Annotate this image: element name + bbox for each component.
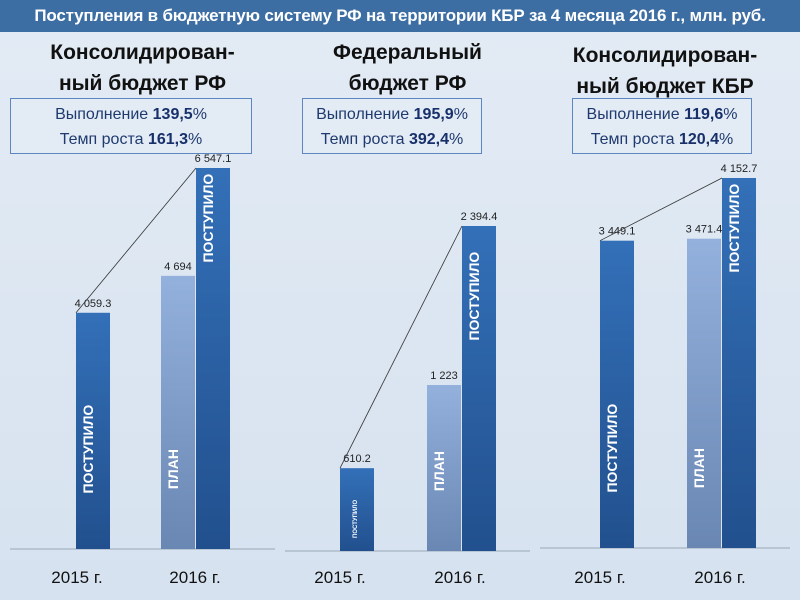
panel-title-consolidated-kbr: Консолидирован- ный бюджет КБР bbox=[540, 40, 790, 102]
title-line: ный бюджет РФ bbox=[58, 72, 227, 95]
stats-box-consolidated-kbr: Выполнение 119,6% Темп роста 120,4% bbox=[572, 98, 752, 154]
growth-line bbox=[599, 177, 723, 242]
execution-label: Выполнение bbox=[316, 106, 410, 123]
data-label: 4 152.7 bbox=[721, 163, 758, 175]
data-label: 3 471.4 bbox=[686, 224, 723, 236]
growth-label: Темп роста bbox=[59, 131, 144, 148]
title-line: ный бюджет КБР bbox=[576, 75, 754, 98]
execution-value: 139,5 bbox=[152, 106, 193, 123]
title-line: Консолидирован- bbox=[50, 41, 235, 64]
data-label: 2 394.4 bbox=[461, 211, 498, 223]
bar-series-label: ПОСТУПИЛО bbox=[80, 405, 96, 494]
bar-actual bbox=[462, 226, 496, 551]
bar-plan bbox=[161, 275, 195, 549]
percent-sign: % bbox=[723, 106, 738, 123]
panel-title-federal: Федеральный бюджет РФ bbox=[285, 37, 530, 99]
growth-value: 392,4 bbox=[408, 131, 449, 148]
bar-actual bbox=[196, 168, 230, 549]
execution-value: 119,6 bbox=[684, 106, 724, 123]
bar-actual bbox=[340, 468, 374, 551]
execution-label: Выполнение bbox=[55, 106, 149, 123]
bar-series-label: ПЛАН bbox=[431, 451, 447, 491]
data-label: 1 223 bbox=[430, 370, 458, 382]
percent-sign: % bbox=[449, 131, 464, 148]
growth-value: 161,3 bbox=[147, 131, 188, 148]
bar-series-label: ПЛАН bbox=[165, 449, 181, 489]
bar-series-label: ПОСТУПИЛО bbox=[726, 184, 742, 273]
execution-label: Выполнение bbox=[586, 106, 680, 123]
category-label: 2016 г. bbox=[694, 568, 745, 587]
title-line: бюджет РФ bbox=[348, 72, 467, 95]
bar-series-label: ПОСТУПИЛО bbox=[604, 404, 620, 493]
slide-title: Поступления в бюджетную систему РФ на те… bbox=[0, 0, 800, 32]
growth-label: Темп роста bbox=[590, 131, 675, 148]
growth-value: 120,4 bbox=[678, 131, 719, 148]
category-label: 2015 г. bbox=[574, 568, 625, 587]
category-label: 2015 г. bbox=[51, 568, 102, 587]
data-label: 4 694 bbox=[164, 261, 192, 273]
bar-actual bbox=[76, 312, 110, 549]
percent-sign: % bbox=[188, 131, 203, 148]
stats-box-consolidated-rf: Выполнение 139,5% Темп роста 161,3% bbox=[10, 98, 252, 154]
bar-series-label: ПОСТУПИЛО bbox=[353, 500, 359, 538]
bar-plan bbox=[427, 384, 461, 551]
percent-sign: % bbox=[453, 106, 468, 123]
data-label: 4 059.3 bbox=[75, 298, 112, 310]
data-label: 6 547.1 bbox=[195, 153, 232, 165]
category-label: 2016 г. bbox=[169, 568, 220, 587]
growth-line bbox=[339, 225, 463, 469]
percent-sign: % bbox=[192, 106, 207, 123]
bar-actual bbox=[722, 178, 756, 548]
percent-sign: % bbox=[719, 131, 734, 148]
bar-series-label: ПОСТУПИЛО bbox=[200, 174, 216, 263]
stats-box-federal: Выполнение 195,9% Темп роста 392,4% bbox=[302, 98, 482, 154]
growth-line bbox=[75, 167, 197, 314]
bar-series-label: ПОСТУПИЛО bbox=[466, 252, 482, 341]
category-label: 2016 г. bbox=[434, 568, 485, 587]
bar-actual bbox=[600, 240, 634, 548]
execution-value: 195,9 bbox=[413, 106, 454, 123]
title-line: Консолидирован- bbox=[572, 44, 758, 67]
title-line: Федеральный bbox=[333, 41, 482, 64]
data-label: 610.2 bbox=[343, 453, 371, 465]
category-label: 2015 г. bbox=[314, 568, 365, 587]
panel-title-consolidated-rf: Консолидирован- ный бюджет РФ bbox=[10, 37, 275, 99]
bar-plan bbox=[687, 238, 721, 548]
growth-label: Темп роста bbox=[320, 131, 405, 148]
bar-series-label: ПЛАН bbox=[691, 448, 707, 488]
